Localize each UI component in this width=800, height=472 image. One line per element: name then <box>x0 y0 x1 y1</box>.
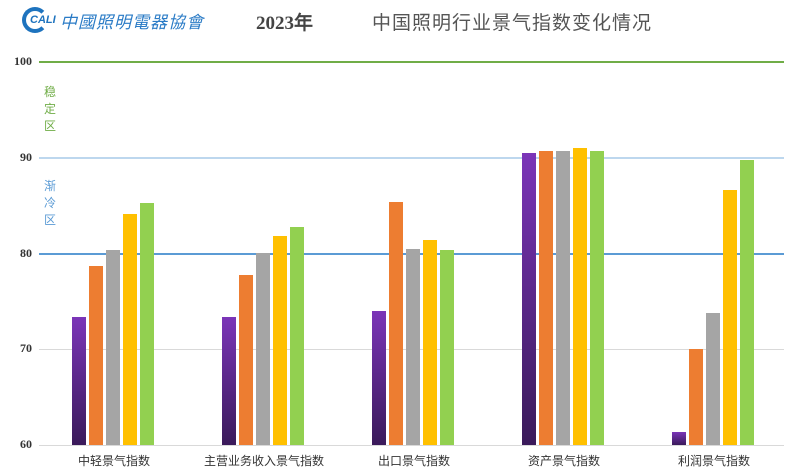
bar-3-3 <box>406 248 420 445</box>
bar-1-5 <box>140 202 154 445</box>
bar-2-3 <box>256 252 270 445</box>
reference-line-100 <box>39 61 784 63</box>
y-tick-label: 90 <box>20 149 32 164</box>
bar-5-1 <box>672 431 686 445</box>
gridline <box>39 445 784 446</box>
bar-5-4 <box>723 190 737 445</box>
bar-4-2 <box>539 151 553 445</box>
association-name: 中國照明電器協會 <box>60 12 204 33</box>
bar-1-3 <box>106 249 120 445</box>
zone-label-cooling: 渐冷区 <box>43 179 56 227</box>
bar-4-5 <box>590 151 604 445</box>
bar-5-5 <box>740 159 754 445</box>
y-tick-label: 80 <box>20 245 32 260</box>
cali-logo-icon: CALI <box>22 7 56 33</box>
bar-1-4 <box>123 214 137 445</box>
bar-2-5 <box>290 226 304 445</box>
category-label: 主营业务收入景气指数 <box>203 454 324 468</box>
bar-3-1 <box>372 310 386 445</box>
category-label: 利润景气指数 <box>677 454 750 468</box>
y-tick-label: 60 <box>20 437 32 451</box>
bar-4-3 <box>556 151 570 445</box>
y-tick-label: 100 <box>14 54 32 68</box>
zone-label-stable: 稳定区 <box>43 85 56 133</box>
bar-4-1 <box>522 152 536 445</box>
y-tick-label: 70 <box>20 341 32 356</box>
category-label: 中轻景气指数 <box>77 454 150 468</box>
bar-1-1 <box>72 316 86 445</box>
bar-2-1 <box>222 316 236 445</box>
bar-5-2 <box>689 349 703 445</box>
bar-2-4 <box>273 236 287 445</box>
cali-logo: CALI 中國照明電器協會 <box>22 7 204 33</box>
bar-3-4 <box>423 240 437 445</box>
chart-year: 2023年 <box>256 13 314 34</box>
category-label: 出口景气指数 <box>377 454 450 468</box>
bar-4-4 <box>573 148 587 445</box>
chart-title: 中国照明行业景气指数变化情况 <box>372 12 653 34</box>
bar-2-2 <box>239 274 253 445</box>
header: CALI 中國照明電器協會 2023年 中国照明行业景气指数变化情况 <box>0 0 800 40</box>
bar-3-2 <box>389 201 403 445</box>
bar-3-5 <box>440 249 454 445</box>
bar-1-2 <box>89 265 103 445</box>
bar-5-3 <box>706 312 720 445</box>
reference-line-90 <box>39 156 784 159</box>
category-label: 资产景气指数 <box>527 454 600 468</box>
